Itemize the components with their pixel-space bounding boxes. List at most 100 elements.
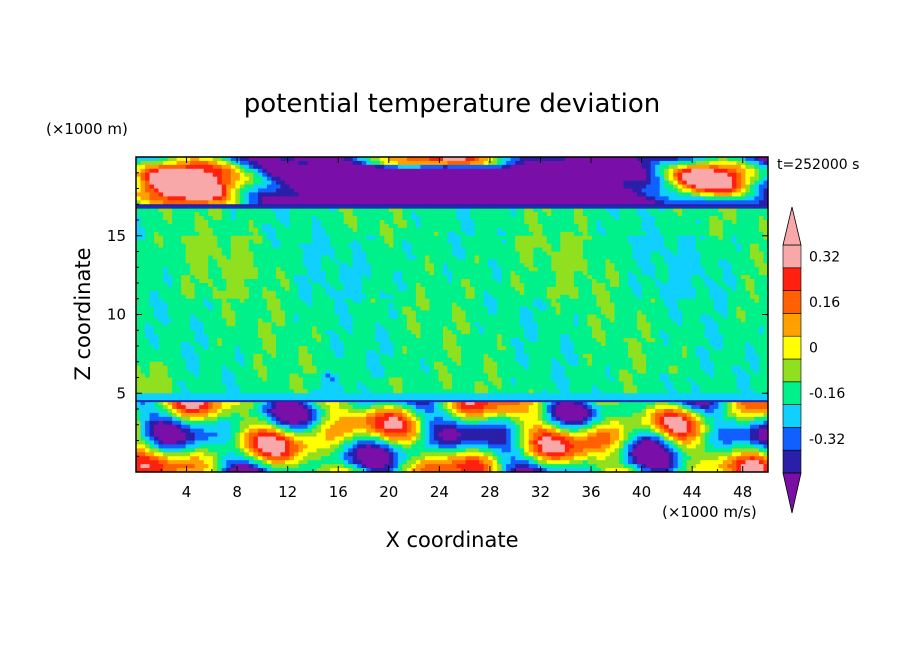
heatmap-cell xyxy=(641,176,647,182)
heatmap-cell xyxy=(641,251,647,257)
heatmap-cell xyxy=(456,180,462,186)
heatmap-cell xyxy=(181,192,187,197)
heatmap-cell xyxy=(655,216,661,221)
heatmap-cell xyxy=(465,227,471,233)
heatmap-cell xyxy=(528,263,534,268)
heatmap-cell xyxy=(289,290,295,296)
heatmap-cell xyxy=(375,208,381,213)
heatmap-cell xyxy=(758,263,765,268)
heatmap-cell xyxy=(357,184,363,190)
heatmap-cell xyxy=(551,247,557,253)
heatmap-cell xyxy=(280,283,286,288)
heatmap-cell xyxy=(686,247,692,253)
heatmap-cell xyxy=(158,243,164,249)
heatmap-cell xyxy=(361,184,367,190)
heatmap-cell xyxy=(700,279,706,284)
heatmap-cell xyxy=(555,239,561,245)
heatmap-cell xyxy=(722,223,728,229)
heatmap-cell xyxy=(361,247,367,253)
heatmap-cell xyxy=(731,235,737,241)
heatmap-cell xyxy=(610,231,616,237)
heatmap-cell xyxy=(709,196,715,201)
heatmap-cell xyxy=(510,255,516,260)
heatmap-cell xyxy=(668,283,674,288)
heatmap-cell xyxy=(560,220,566,225)
heatmap-cell xyxy=(433,164,440,170)
heatmap-cell xyxy=(136,223,142,229)
heatmap-cell xyxy=(650,164,656,170)
heatmap-cell xyxy=(316,251,322,257)
heatmap-cell xyxy=(307,208,313,213)
heatmap-cell xyxy=(718,247,724,253)
heatmap-cell xyxy=(149,168,155,174)
heatmap-cell xyxy=(397,212,403,217)
heatmap-cell xyxy=(686,172,692,178)
heatmap-cell xyxy=(194,164,200,170)
heatmap-cell xyxy=(154,164,160,170)
heatmap-cell xyxy=(406,235,412,241)
heatmap-cell xyxy=(154,255,160,260)
heatmap-cell xyxy=(194,172,200,178)
heatmap-cell xyxy=(754,259,760,264)
heatmap-cell xyxy=(420,176,426,182)
heatmap-cell xyxy=(221,227,227,233)
heatmap-cell xyxy=(348,212,354,217)
heatmap-cell xyxy=(393,216,399,221)
heatmap-cell xyxy=(659,212,665,217)
heatmap-cell xyxy=(763,164,768,170)
heatmap-cell xyxy=(357,247,363,253)
heatmap-cell xyxy=(154,200,160,205)
heatmap-cell xyxy=(479,192,485,197)
heatmap-cell xyxy=(596,160,602,166)
heatmap-cell xyxy=(623,180,629,186)
heatmap-cell xyxy=(600,212,607,217)
heatmap-cell xyxy=(370,271,376,276)
heatmap-cell xyxy=(758,271,765,276)
heatmap-cell xyxy=(411,164,417,170)
heatmap-cell xyxy=(253,180,259,186)
heatmap-cell xyxy=(510,216,516,221)
heatmap-cell xyxy=(420,247,426,253)
heatmap-cell xyxy=(713,208,719,213)
heatmap-cell xyxy=(140,235,146,241)
heatmap-cell xyxy=(537,188,543,194)
heatmap-cell xyxy=(524,279,530,284)
heatmap-cell xyxy=(745,176,751,182)
heatmap-cell xyxy=(515,251,521,257)
heatmap-cell xyxy=(524,259,530,264)
heatmap-cell xyxy=(646,271,652,276)
heatmap-cell xyxy=(194,235,200,241)
heatmap-cell xyxy=(600,239,607,245)
heatmap-cell xyxy=(226,160,232,166)
heatmap-cell xyxy=(262,160,268,166)
heatmap-cell xyxy=(266,200,273,205)
heatmap-cell xyxy=(727,176,733,182)
heatmap-cell xyxy=(673,286,679,292)
heatmap-cell xyxy=(763,255,768,260)
heatmap-cell xyxy=(266,184,273,190)
heatmap-cell xyxy=(167,212,173,217)
heatmap-cell xyxy=(718,192,724,197)
heatmap-cell xyxy=(456,290,462,296)
heatmap-cell xyxy=(736,180,742,186)
heatmap-cell xyxy=(524,216,530,221)
heatmap-cell xyxy=(456,243,462,249)
heatmap-cell xyxy=(361,263,367,268)
heatmap-cell xyxy=(745,200,751,205)
heatmap-cell xyxy=(727,275,733,280)
heatmap-cell xyxy=(145,172,151,178)
heatmap-cell xyxy=(646,168,652,174)
heatmap-cell xyxy=(339,275,345,280)
heatmap-cell xyxy=(506,180,512,186)
heatmap-cell xyxy=(145,184,151,190)
heatmap-cell xyxy=(600,243,607,249)
heatmap-cell xyxy=(555,164,561,170)
heatmap-cell xyxy=(397,196,403,201)
heatmap-cell xyxy=(158,220,164,225)
heatmap-cell xyxy=(470,227,476,233)
heatmap-cell xyxy=(542,164,548,170)
heatmap-cell xyxy=(411,157,417,162)
heatmap-cell xyxy=(208,184,214,190)
heatmap-cell xyxy=(533,212,539,217)
heatmap-cell xyxy=(704,251,710,257)
